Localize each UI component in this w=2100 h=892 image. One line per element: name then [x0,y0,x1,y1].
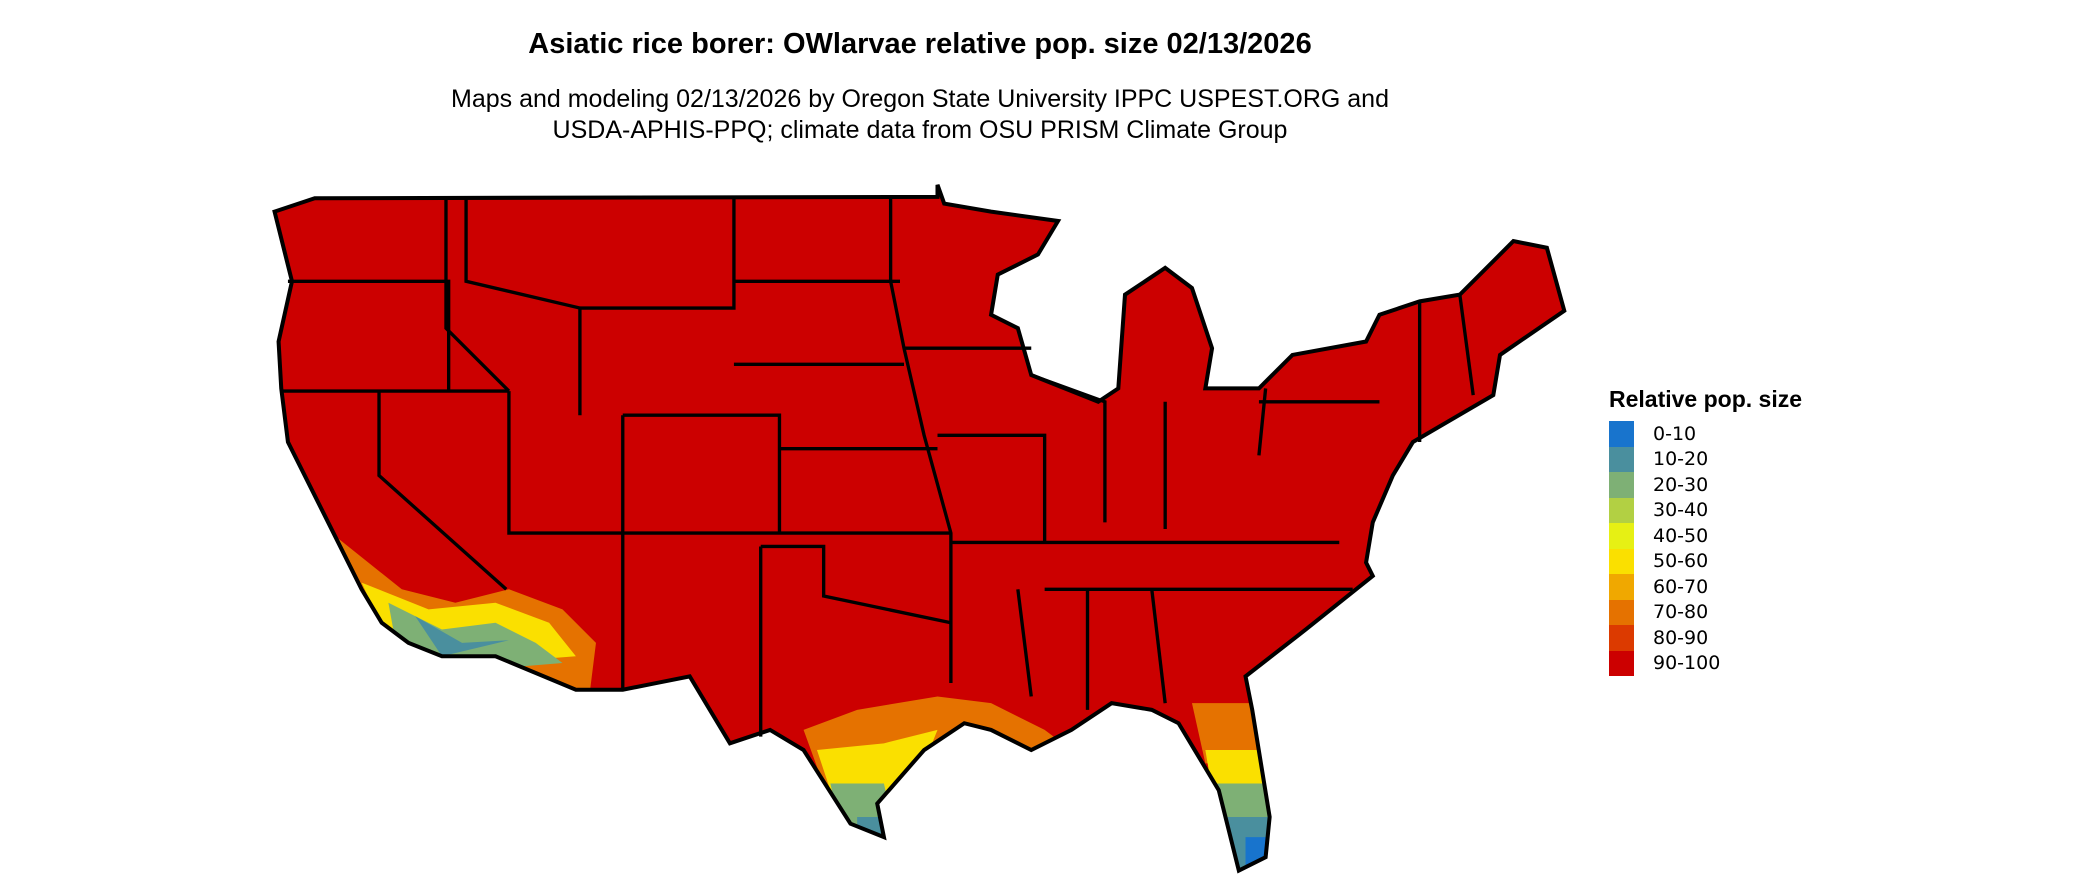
legend-swatch [1609,523,1634,549]
map-title: Asiatic rice borer: OWlarvae relative po… [528,28,1312,60]
legend-label: 40-50 [1653,524,1709,547]
legend-item: 0-10 [1609,421,1802,447]
legend-item: 40-50 [1609,523,1802,549]
legend-item: 30-40 [1609,497,1802,523]
legend-label: 10-20 [1653,448,1709,471]
legend-label: 70-80 [1653,601,1709,624]
legend-label: 20-30 [1653,473,1709,496]
legend-item: 20-30 [1609,472,1802,498]
legend-label: 80-90 [1653,626,1709,649]
legend-swatch [1609,599,1634,625]
legend-label: 0-10 [1653,422,1697,445]
legend-swatch [1609,650,1634,676]
legend-swatch [1609,446,1634,472]
legend-title: Relative pop. size [1609,386,1803,412]
legend-swatch [1609,625,1634,651]
subtitle-line: Maps and modeling 02/13/2026 by Oregon S… [451,85,1389,113]
state-borders [275,185,1565,871]
legend-swatch [1609,497,1634,523]
legend-items: 0-10 10-20 20-30 30-40 40-50 50-60 60-70 70-80 8… [1609,421,1802,676]
legend-swatch [1609,421,1634,447]
legend-swatch [1609,472,1634,498]
legend-item: 50-60 [1609,548,1802,574]
legend-item: 10-20 [1609,446,1802,472]
legend-item: 80-90 [1609,625,1802,651]
legend-label: 50-60 [1653,550,1709,573]
legend-item: 60-70 [1609,574,1802,600]
legend-item: 90-100 [1609,650,1802,676]
legend-swatch [1609,548,1634,574]
legend-label: 30-40 [1653,499,1709,522]
legend-item: 70-80 [1609,599,1802,625]
map-legend: Relative pop. size 0-10 10-20 20-30 30-40 40… [1609,386,1802,676]
map-subtitle: Maps and modeling 02/13/2026 by Oregon S… [0,84,1840,146]
subtitle-line: USDA-APHIS-PPQ; climate data from OSU PR… [552,116,1288,144]
legend-swatch [1609,574,1634,600]
legend-label: 90-100 [1653,652,1721,675]
legend-label: 60-70 [1653,575,1709,598]
